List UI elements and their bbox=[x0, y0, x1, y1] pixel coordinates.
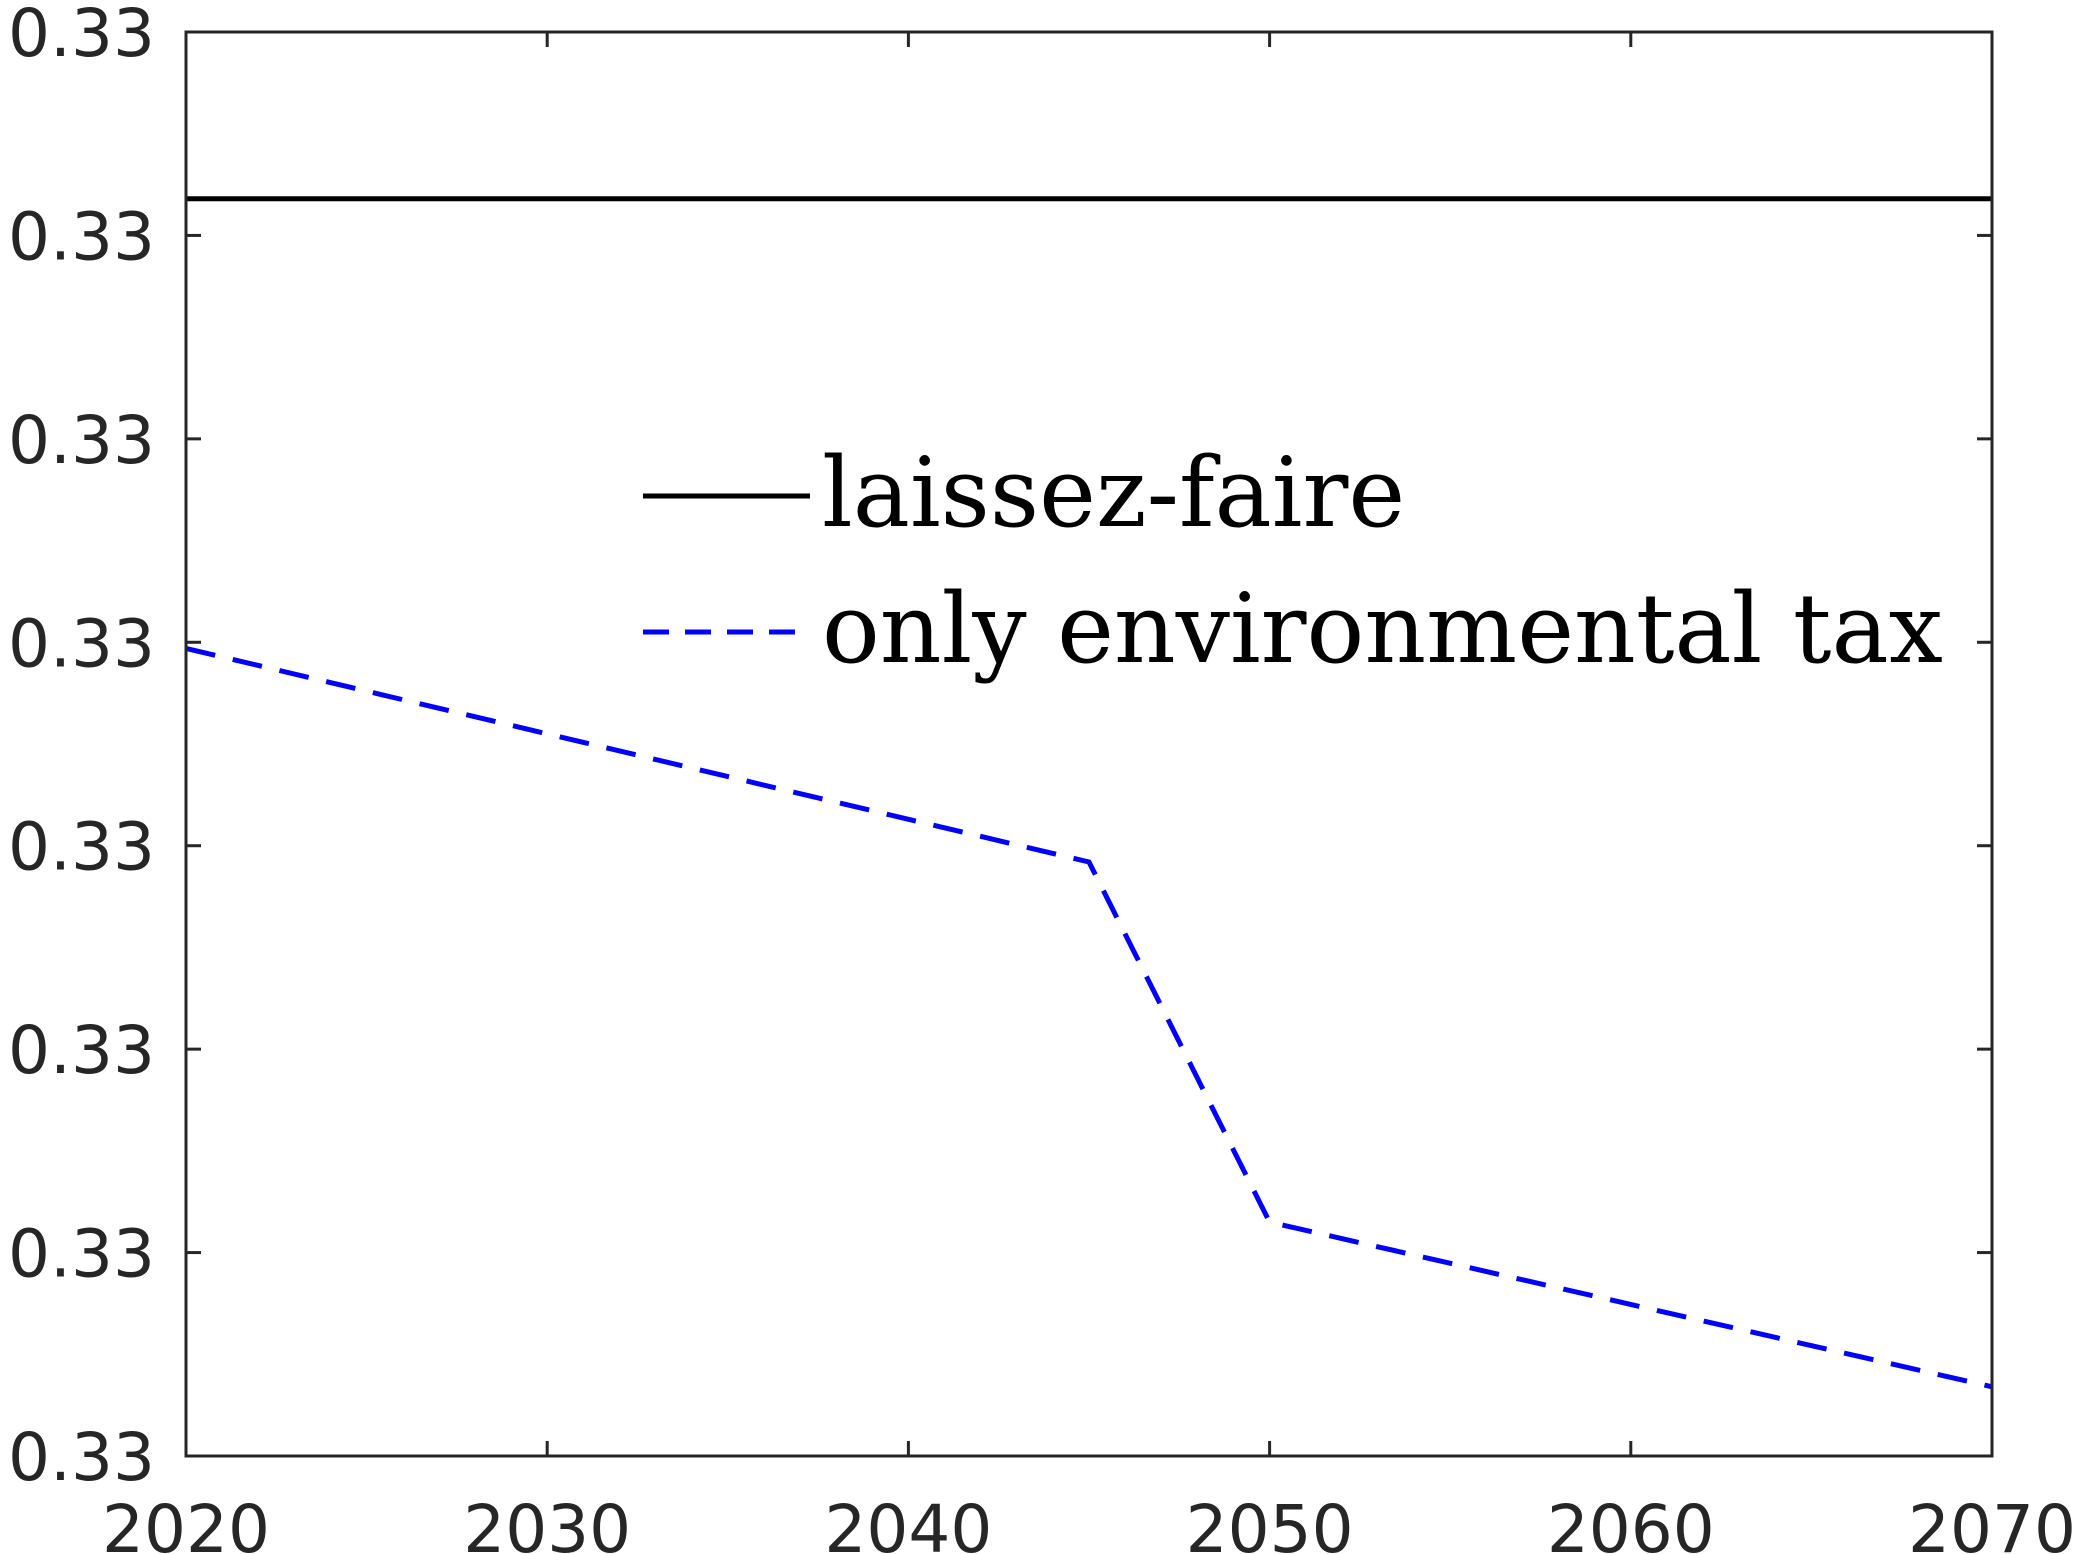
legend-label-0: laissez-faire bbox=[822, 437, 1405, 549]
y-tick-label: 0.33 bbox=[8, 1012, 155, 1089]
plot-frame bbox=[184, 30, 1994, 1458]
plot-series bbox=[185, 196, 1993, 1390]
y-tick-label: 0.33 bbox=[8, 605, 155, 682]
x-tick-label: 2070 bbox=[1908, 1491, 2076, 1554]
x-tick-label: 2050 bbox=[1186, 1491, 1354, 1554]
series-line-1 bbox=[185, 645, 1993, 1390]
x-tick-label: 2030 bbox=[463, 1491, 631, 1554]
y-tick-label: 0.33 bbox=[8, 1216, 155, 1293]
y-axis-tick-labels: 0.33 0.33 0.33 0.33 0.33 0.33 0.33 0.33 bbox=[8, 0, 155, 1496]
axis-ticks bbox=[186, 32, 1992, 1456]
y-tick-label: 0.33 bbox=[8, 402, 155, 479]
legend: laissez-faire only environmental tax bbox=[643, 437, 1943, 685]
y-tick-label: 0.33 bbox=[8, 198, 155, 275]
x-axis-tick-labels: 2020 2030 2040 2050 2060 2070 bbox=[102, 1491, 2076, 1554]
y-tick-label: 0.33 bbox=[8, 0, 155, 72]
y-tick-label: 0.33 bbox=[8, 809, 155, 886]
x-tick-label: 2040 bbox=[824, 1491, 992, 1554]
y-tick-label: 0.33 bbox=[8, 1419, 155, 1496]
legend-label-1: only environmental tax bbox=[822, 573, 1943, 685]
x-tick-label: 2020 bbox=[102, 1491, 270, 1554]
x-tick-label: 2060 bbox=[1547, 1491, 1715, 1554]
